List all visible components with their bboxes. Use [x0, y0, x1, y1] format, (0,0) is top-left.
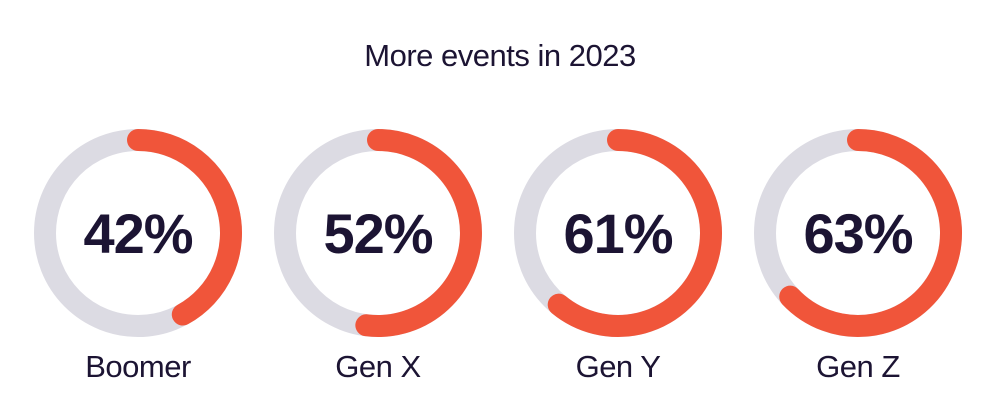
donut-arc-gen-z: [779, 129, 962, 337]
value-label-gen-z: 63%: [803, 202, 912, 265]
donut-arc-gen-x: [355, 129, 482, 337]
category-label-boomer: Boomer: [85, 349, 191, 384]
chart-title: More events in 2023: [364, 38, 636, 73]
category-label-gen-z: Gen Z: [816, 349, 900, 384]
category-label-gen-x: Gen X: [335, 349, 421, 384]
value-label-boomer: 42%: [83, 202, 192, 265]
donut-arc-gen-y: [547, 129, 722, 337]
value-label-gen-x: 52%: [323, 202, 432, 265]
value-label-gen-y: 61%: [563, 202, 672, 265]
donut-gen-y: 61% Gen Y: [514, 129, 722, 384]
donut-gen-x: 52% Gen X: [274, 129, 482, 384]
donut-arc-boomer: [127, 129, 242, 326]
category-label-gen-y: Gen Y: [576, 349, 661, 384]
donut-boomer: 42% Boomer: [34, 129, 242, 384]
donut-gen-z: 63% Gen Z: [754, 129, 962, 384]
